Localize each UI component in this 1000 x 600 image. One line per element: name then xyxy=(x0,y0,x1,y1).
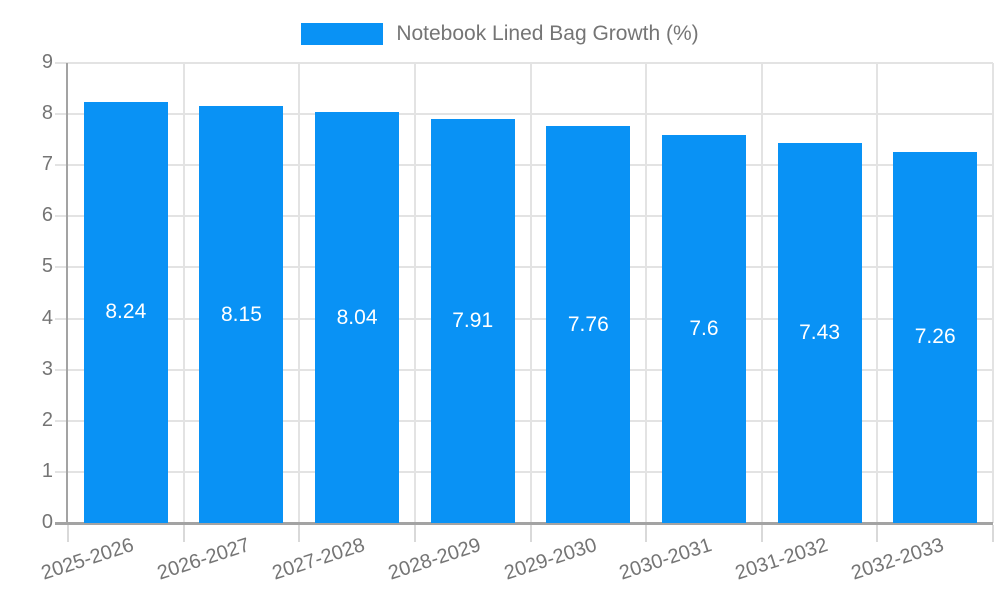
bar-2032-2033: 7.26 xyxy=(893,151,978,523)
y-axis-tick-label: 5 xyxy=(41,255,53,278)
y-axis-tick-label: 7 xyxy=(41,153,53,176)
bar-value-label: 7.76 xyxy=(567,312,609,336)
horizontal-gridline xyxy=(55,419,993,422)
horizontal-gridline xyxy=(55,215,993,218)
x-axis-category-label: 2029-2030 xyxy=(501,534,600,585)
x-axis-category-label: 2025-2026 xyxy=(38,534,137,585)
x-axis-category-label: 2031-2032 xyxy=(732,534,831,585)
y-axis-tick-label: 0 xyxy=(41,511,53,534)
x-axis-tick-mark xyxy=(182,525,185,542)
x-axis-tick-mark xyxy=(876,525,879,542)
vertical-gridline xyxy=(298,63,301,523)
x-axis-category-label: 2030-2031 xyxy=(616,534,715,585)
bar-value-label: 7.6 xyxy=(689,316,719,340)
bar-2027-2028: 8.04 xyxy=(315,112,400,523)
x-axis-tick-mark xyxy=(67,525,69,542)
horizontal-gridline xyxy=(55,164,993,167)
x-axis-tick-mark xyxy=(645,525,648,542)
horizontal-gridline xyxy=(55,470,993,473)
bar-value-label: 8.04 xyxy=(336,305,378,329)
vertical-gridline xyxy=(529,63,532,523)
horizontal-gridline xyxy=(55,368,993,371)
y-axis-tick-label: 6 xyxy=(41,204,53,227)
bar-2031-2032: 7.43 xyxy=(777,143,862,523)
y-axis-line xyxy=(66,63,68,524)
x-axis-tick-mark xyxy=(760,525,763,542)
horizontal-gridline xyxy=(55,317,993,320)
bar-2028-2029: 7.91 xyxy=(430,118,515,523)
y-axis-tick-label: 8 xyxy=(41,102,53,125)
bar-value-label: 8.24 xyxy=(105,300,147,324)
vertical-gridline xyxy=(876,63,879,523)
x-axis-tick-mark xyxy=(298,525,301,542)
vertical-gridline xyxy=(760,63,763,523)
bar-value-label: 7.26 xyxy=(914,325,956,349)
y-axis-tick-label: 3 xyxy=(41,357,53,380)
bar-value-label: 7.43 xyxy=(799,321,840,345)
y-axis-tick-label: 9 xyxy=(41,51,53,74)
x-axis-category-label: 2032-2033 xyxy=(848,534,946,585)
vertical-gridline xyxy=(182,63,185,523)
vertical-gridline xyxy=(992,63,994,523)
x-axis-category-label: 2026-2027 xyxy=(154,534,253,585)
bar-2029-2030: 7.76 xyxy=(546,126,631,523)
legend-swatch[interactable] xyxy=(301,23,384,45)
bar-2026-2027: 8.15 xyxy=(199,106,284,523)
chart-legend[interactable]: Notebook Lined Bag Growth (%) xyxy=(0,16,1000,52)
x-axis-category-label: 2028-2029 xyxy=(385,534,484,585)
legend-label: Notebook Lined Bag Growth (%) xyxy=(396,22,699,45)
x-axis-line xyxy=(55,522,993,525)
bar-value-label: 7.91 xyxy=(452,308,494,332)
horizontal-gridline xyxy=(55,113,993,116)
x-axis-tick-mark xyxy=(529,525,532,542)
x-axis-category-label: 2027-2028 xyxy=(270,534,368,585)
y-axis-tick-label: 4 xyxy=(41,306,53,329)
vertical-gridline xyxy=(645,63,648,523)
y-axis-tick-label: 2 xyxy=(41,408,53,431)
x-axis-tick-mark xyxy=(992,525,994,542)
bar-value-label: 8.15 xyxy=(221,302,262,326)
horizontal-gridline xyxy=(55,62,993,64)
bar-2030-2031: 7.6 xyxy=(661,134,746,523)
x-axis-tick-mark xyxy=(413,525,416,542)
y-axis-tick-label: 1 xyxy=(41,459,53,482)
vertical-gridline xyxy=(413,63,416,523)
bar-2025-2026: 8.24 xyxy=(83,101,168,523)
horizontal-gridline xyxy=(55,266,993,269)
